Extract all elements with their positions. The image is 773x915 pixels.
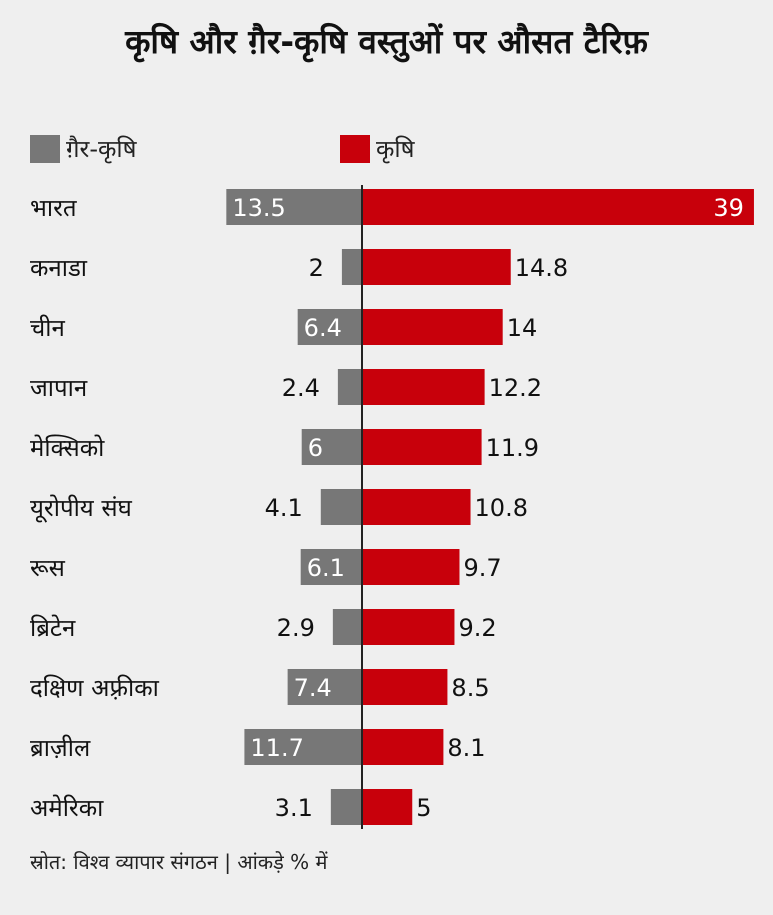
value-label-non-agri: 13.5	[232, 194, 285, 222]
legend-swatch-non-agri	[30, 134, 60, 163]
value-label-non-agri: 4.1	[265, 494, 303, 522]
bar-agri	[362, 549, 460, 585]
bar-agri	[362, 789, 413, 825]
bar-non-agri	[297, 309, 362, 345]
value-label-agri: 9.7	[463, 554, 501, 582]
value-label-agri: 8.5	[451, 674, 489, 702]
bar-agri	[362, 189, 754, 225]
legend: ग़ैर-कृषि कृषि	[30, 132, 730, 172]
legend-label-non-agri: ग़ैर-कृषि	[66, 135, 137, 163]
category-label: भारत	[30, 194, 78, 222]
value-label-non-agri: 7.4	[294, 674, 332, 702]
bar-non-agri	[341, 249, 362, 285]
value-label-non-agri: 6	[308, 434, 323, 462]
legend-item-non-agri: ग़ैर-कृषि	[30, 132, 137, 165]
value-label-agri: 12.2	[489, 374, 542, 402]
value-label-non-agri: 2	[309, 254, 324, 282]
category-label: अमेरिका	[30, 794, 104, 822]
bar-non-agri	[244, 729, 362, 765]
bar-non-agri	[226, 189, 362, 225]
bar-agri	[362, 729, 444, 765]
bar-agri	[362, 429, 482, 465]
category-label: दक्षिण अफ़्रीका	[30, 674, 160, 702]
category-label: यूरोपीय संघ	[30, 494, 133, 523]
bar-agri	[362, 369, 485, 405]
bar-non-agri	[301, 429, 362, 465]
value-label-agri: 14	[507, 314, 538, 342]
value-label-agri: 14.8	[515, 254, 568, 282]
value-label-agri: 11.9	[486, 434, 539, 462]
category-label: मेक्सिको	[30, 434, 105, 462]
category-label: जापान	[30, 374, 88, 402]
bar-non-agri	[287, 669, 362, 705]
value-label-non-agri: 3.1	[275, 794, 313, 822]
bar-non-agri	[330, 789, 362, 825]
category-label: ब्राज़ील	[30, 734, 91, 762]
bar-non-agri	[337, 369, 362, 405]
value-label-non-agri: 11.7	[250, 734, 303, 762]
bar-agri	[362, 489, 471, 525]
bar-agri	[362, 609, 455, 645]
value-label-agri: 39	[713, 194, 744, 222]
value-label-non-agri: 6.4	[304, 314, 342, 342]
legend-item-agri: कृषि	[340, 132, 415, 165]
category-label: कनाडा	[30, 254, 88, 282]
bar-agri	[362, 309, 503, 345]
value-label-agri: 8.1	[447, 734, 485, 762]
value-label-agri: 10.8	[475, 494, 528, 522]
value-label-agri: 9.2	[458, 614, 496, 642]
bar-agri	[362, 249, 511, 285]
value-label-non-agri: 6.1	[307, 554, 345, 582]
category-label: चीन	[30, 314, 65, 342]
chart-title: कृषि और ग़ैर-कृषि वस्तुओं पर औसत टैरिफ़	[125, 22, 648, 61]
category-label: ब्रिटेन	[30, 614, 76, 642]
bar-agri	[362, 669, 448, 705]
value-label-agri: 5	[416, 794, 431, 822]
bar-non-agri	[332, 609, 362, 645]
value-label-non-agri: 2.4	[282, 374, 320, 402]
source-note: स्रोत: विश्व व्यापार संगठन | आंकड़े % मे…	[30, 850, 328, 874]
value-label-non-agri: 2.9	[277, 614, 315, 642]
legend-label-agri: कृषि	[376, 135, 415, 163]
bar-non-agri	[300, 549, 362, 585]
legend-swatch-agri	[340, 134, 370, 163]
category-label: रूस	[30, 554, 66, 582]
bar-non-agri	[320, 489, 362, 525]
